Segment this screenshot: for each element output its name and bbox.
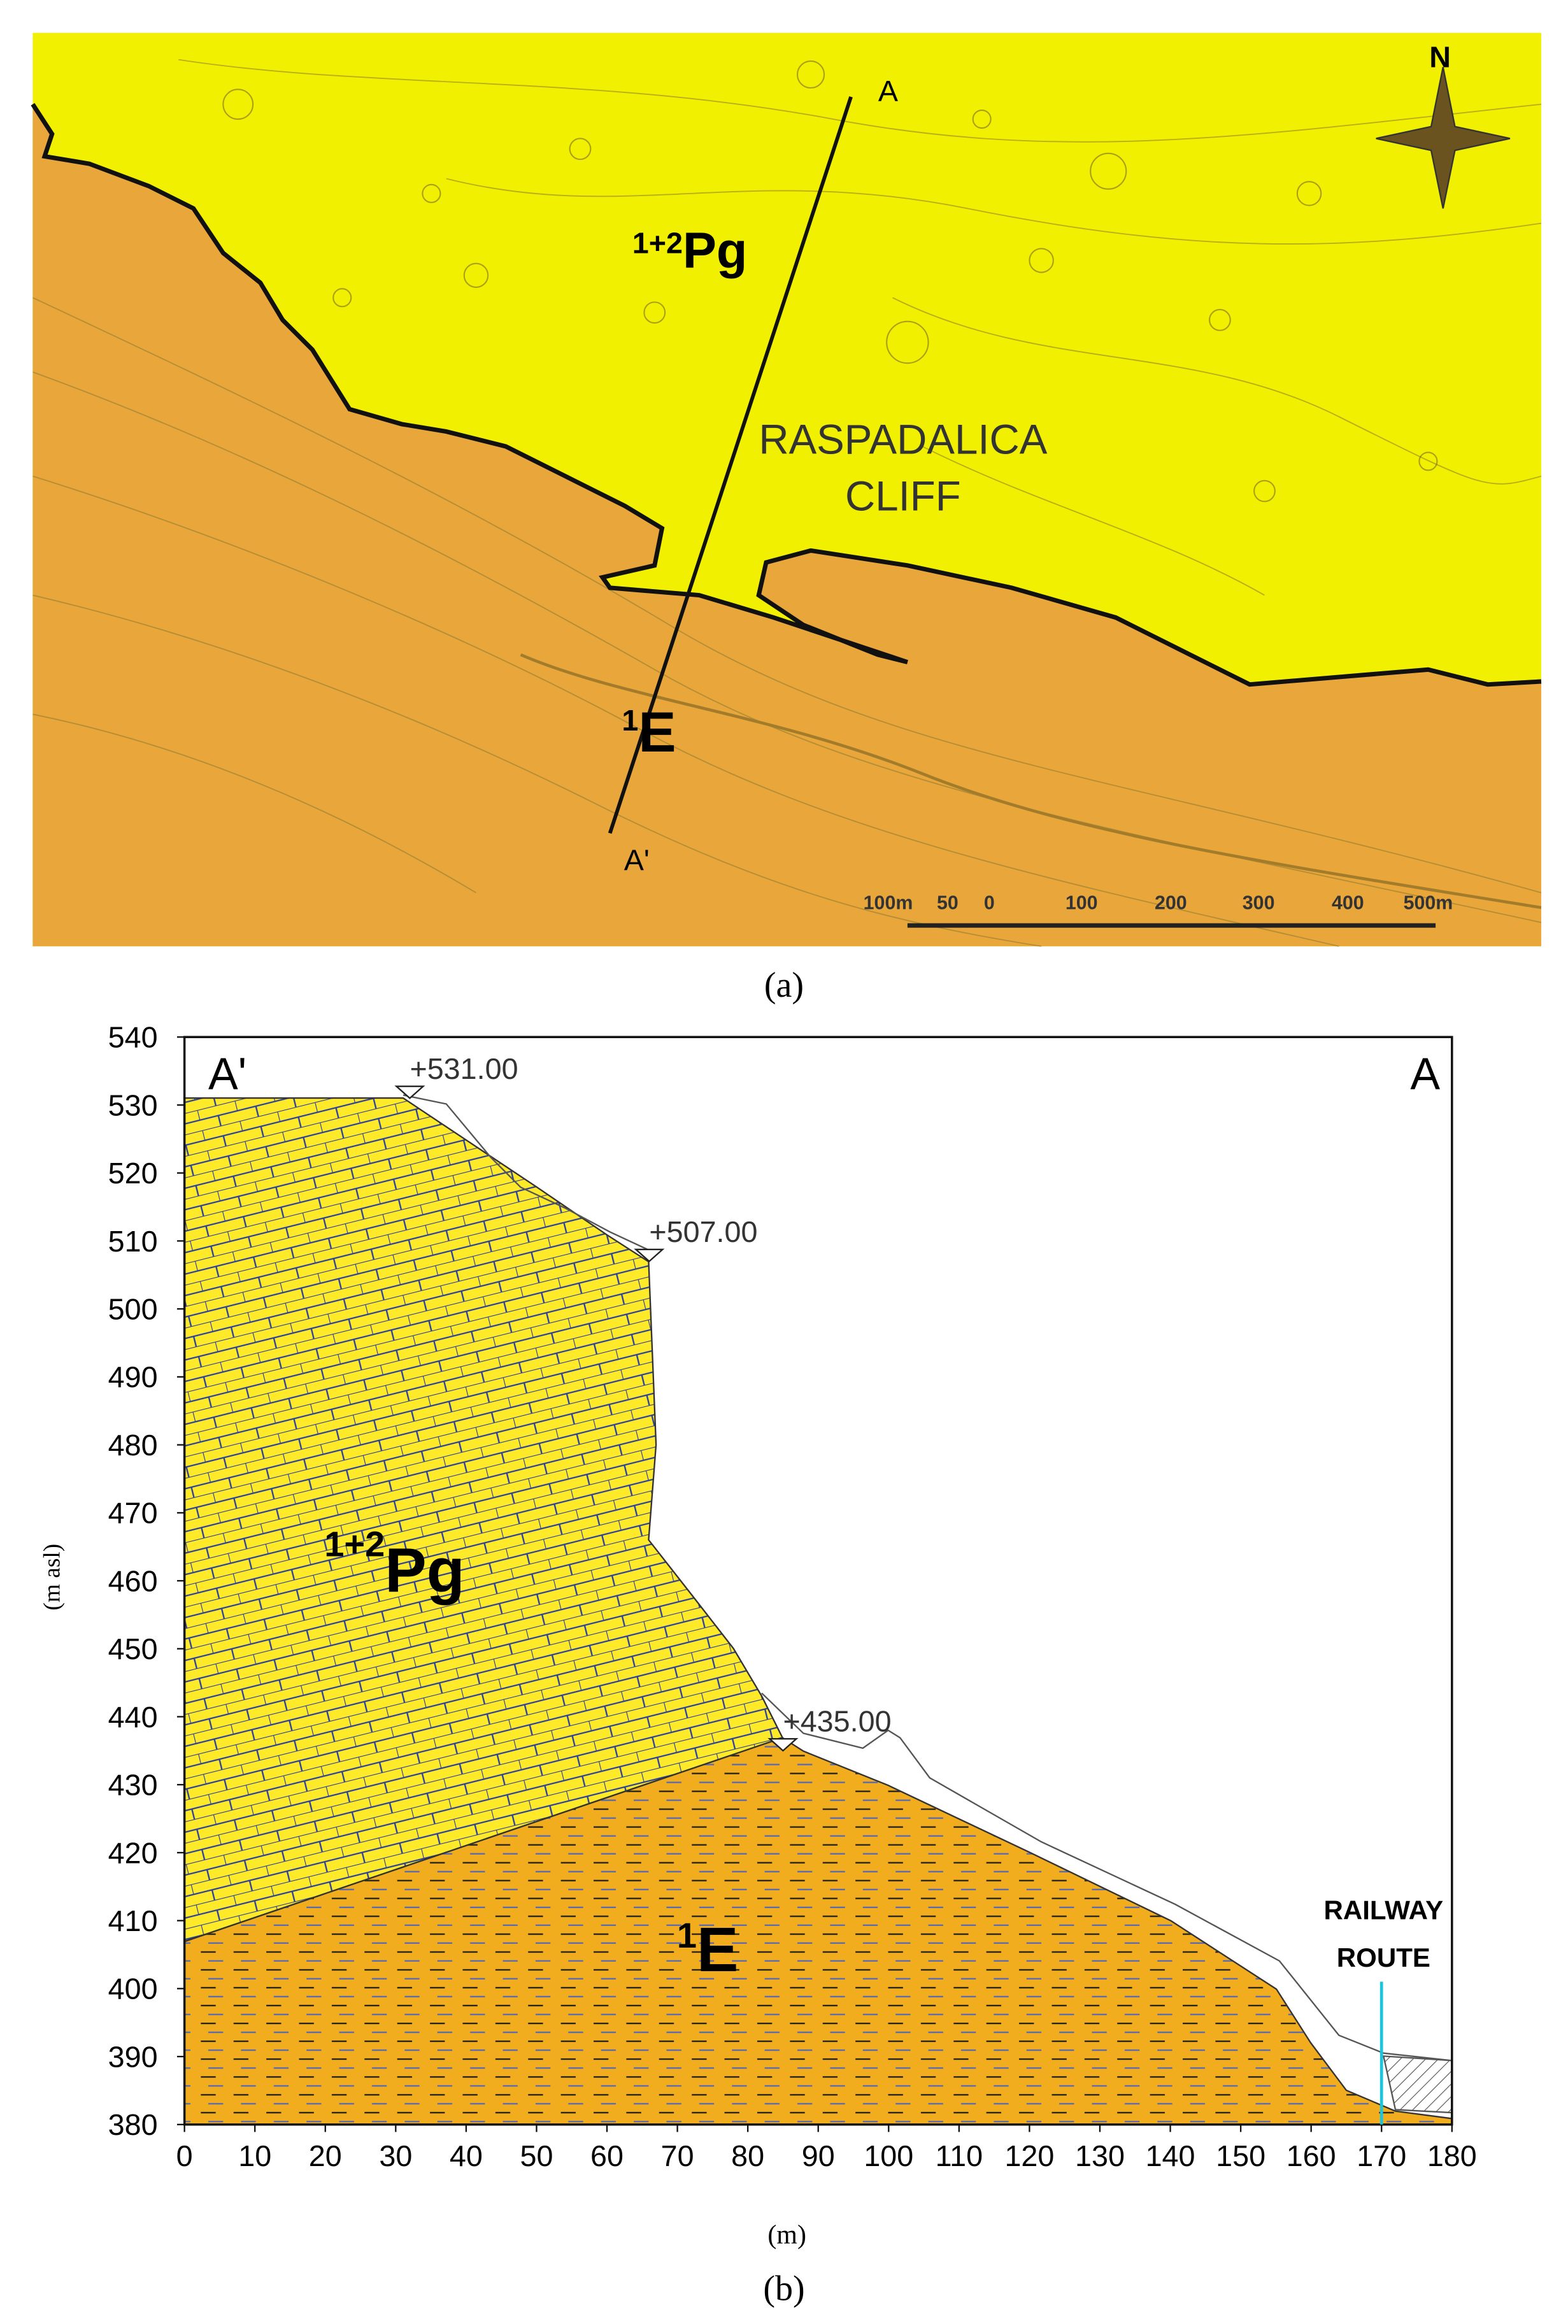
scale-label: 200 [1155,892,1187,913]
x-tick-label: 60 [590,2139,624,2172]
scale-label: 100m [864,892,913,913]
elevation-marker [767,1737,799,1752]
y-tick-label: 410 [108,1904,158,1937]
scale-labels: 100m 50 0 100 200 300 400 500m [864,892,1453,913]
x-tick-label: 30 [379,2139,412,2172]
x-tick-label: 150 [1216,2139,1265,2172]
y-axis-label: (m asl) [39,1544,65,1611]
y-tick-label: 510 [108,1225,158,1258]
scale-label: 0 [984,892,995,913]
x-tick-label: 170 [1357,2139,1406,2172]
scale-label: 400 [1332,892,1364,913]
geological-boundary [31,103,1542,687]
elevation-marker [634,1248,665,1263]
upper-unit [183,1097,784,1943]
elevation-label: +531.00 [410,1052,518,1085]
y-tick-label: 490 [108,1360,158,1394]
formation-main: E [697,1914,738,1985]
y-tick-label: 470 [108,1497,158,1530]
contours [32,59,1542,947]
y-tick-label: 450 [108,1632,158,1665]
y-tick-label: 480 [108,1429,158,1462]
x-tick-label: 160 [1286,2139,1336,2172]
section-scales: 3803904004104204304404504604704804905005… [108,1021,1477,2173]
y-tick-label: 400 [108,1972,158,2006]
x-tick-label: 180 [1427,2139,1477,2172]
scale-label: 500m [1404,892,1453,913]
formation-label: 1+2Pg [632,222,748,279]
caption: (b) [763,2269,804,2308]
railway-label: ROUTE [1337,1943,1430,1972]
x-tick-label: 100 [864,2139,913,2172]
x-tick-label: 120 [1004,2139,1054,2172]
formation-main: Pg [385,1536,464,1606]
x-tick-label: 40 [450,2139,483,2172]
scale-label: 50 [937,892,959,913]
elevation-label: +507.00 [649,1215,757,1248]
formation-sup: 1 [622,704,638,737]
end-label: A' [208,1049,246,1099]
x-axis-label: (m) [767,2221,806,2250]
section-line [608,96,853,834]
y-tick-label: 420 [108,1836,158,1869]
point-label: A [878,75,899,108]
x-tick-label: 80 [731,2139,764,2172]
y-tick-label: 440 [108,1700,158,1734]
scale-label: 300 [1243,892,1275,913]
y-tick-label: 430 [108,1769,158,1802]
north-label: N [1429,40,1451,73]
surface-line [761,1692,1452,2062]
elevation-label: +435.00 [783,1704,891,1737]
y-tick-label: 520 [108,1157,158,1190]
formation-main: Pg [683,222,747,279]
y-tick-label: 500 [108,1293,158,1326]
surface-line [403,1094,655,1254]
formation-sup: 1+2 [632,226,683,259]
x-tick-label: 70 [661,2139,694,2172]
elevation-marker [394,1085,425,1099]
x-tick-label: 90 [802,2139,835,2172]
railway-fill [1382,2055,1453,2114]
x-tick-label: 50 [520,2139,553,2172]
section: 3803904004104204304404504604704804905005… [39,1021,1476,2250]
lower-unit-area [32,104,1541,946]
x-tick-label: 20 [309,2139,342,2172]
x-tick-label: 110 [936,2139,983,2172]
formation-main: E [638,701,676,764]
y-tick-label: 380 [108,2108,158,2141]
y-tick-label: 530 [108,1088,158,1122]
formation-label: 1E [677,1914,739,1985]
formation-sup: 1 [677,1915,697,1955]
place-label: RASPADALICA [759,417,1047,463]
north-arrow: N [1376,40,1511,209]
place-label: CLIFF [845,473,961,519]
x-tick-label: 130 [1075,2139,1125,2172]
x-tick-label: 10 [238,2139,271,2172]
x-tick-label: 140 [1146,2139,1195,2172]
formation-label: 1+2Pg [324,1524,464,1606]
railway-label: RAILWAY [1324,1895,1444,1925]
point-label: A' [624,844,650,877]
map: A A' 1+2Pg 1E RASPADALICA CLIFF N 100m 50… [31,32,1542,947]
y-tick-label: 460 [108,1564,158,1597]
x-tick-label: 0 [176,2139,193,2172]
y-tick-label: 390 [108,2040,158,2073]
sinkholes [222,60,1438,503]
formation-sup: 1+2 [324,1524,385,1564]
caption: (a) [764,966,804,1005]
end-label: A [1410,1049,1440,1099]
y-tick-label: 540 [108,1021,158,1054]
scale-label: 100 [1066,892,1098,913]
formation-label: 1E [622,701,676,764]
